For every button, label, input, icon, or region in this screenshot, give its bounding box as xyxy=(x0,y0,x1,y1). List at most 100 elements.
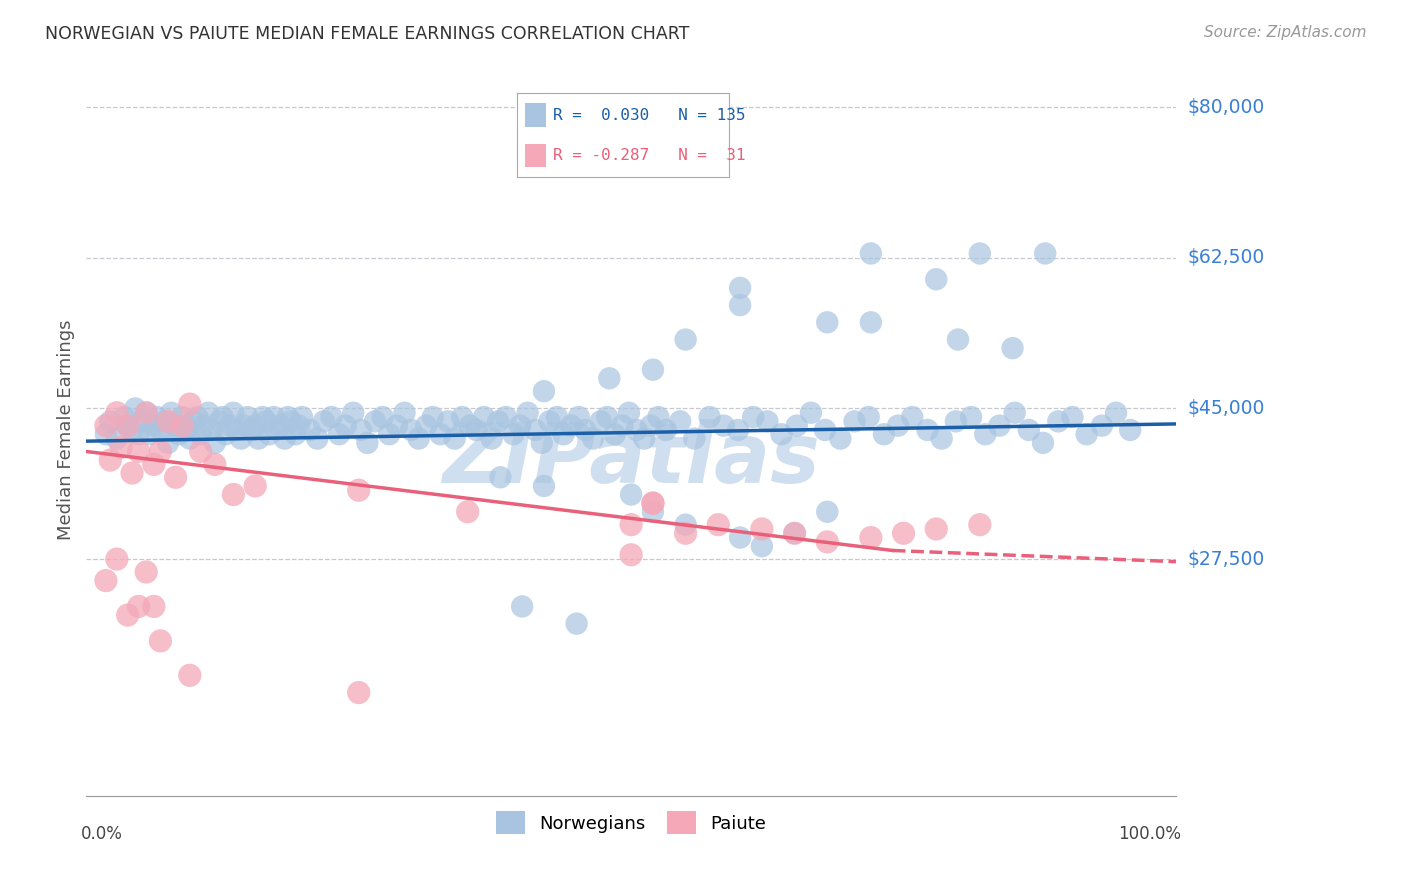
Point xyxy=(974,427,997,442)
Point xyxy=(647,410,669,425)
Point xyxy=(190,444,212,458)
Point xyxy=(128,599,150,614)
Point xyxy=(565,616,588,631)
Text: 100.0%: 100.0% xyxy=(1118,825,1181,843)
Point xyxy=(683,432,706,446)
Point xyxy=(786,418,808,433)
Point xyxy=(699,410,721,425)
Point xyxy=(245,418,267,433)
Point xyxy=(437,414,460,428)
Point xyxy=(408,432,430,446)
Point xyxy=(117,608,139,623)
Point xyxy=(117,418,139,433)
Point xyxy=(98,453,121,467)
Point xyxy=(472,410,495,425)
Point xyxy=(149,633,172,648)
Point xyxy=(873,427,896,442)
Point xyxy=(385,418,408,433)
Point xyxy=(533,479,555,493)
Point xyxy=(277,410,299,425)
Point xyxy=(157,414,180,428)
Point xyxy=(538,414,561,428)
Point xyxy=(560,418,582,433)
Point xyxy=(1047,414,1070,428)
Point xyxy=(160,406,183,420)
Point xyxy=(582,432,605,446)
Point xyxy=(266,423,288,437)
Point xyxy=(415,418,437,433)
Point xyxy=(596,410,619,425)
Point xyxy=(641,496,664,510)
Point xyxy=(917,423,939,437)
Point xyxy=(165,418,187,433)
Point xyxy=(893,526,915,541)
Point xyxy=(399,423,422,437)
Point xyxy=(378,427,401,442)
Point xyxy=(208,414,231,428)
Point xyxy=(481,432,503,446)
Point xyxy=(640,418,662,433)
Point xyxy=(124,401,146,416)
Point xyxy=(135,565,157,579)
Point xyxy=(641,362,664,376)
Point xyxy=(458,418,481,433)
Point xyxy=(859,246,882,260)
Point xyxy=(307,432,329,446)
Point xyxy=(128,444,150,458)
Point xyxy=(429,427,451,442)
Point xyxy=(620,517,643,532)
Point xyxy=(179,397,201,411)
Point xyxy=(783,526,806,541)
Point xyxy=(641,505,664,519)
Point xyxy=(121,423,143,437)
Point xyxy=(620,487,643,501)
Point xyxy=(815,534,838,549)
Point xyxy=(707,517,730,532)
Point xyxy=(222,406,245,420)
Point xyxy=(335,418,357,433)
Point xyxy=(138,427,160,442)
Point xyxy=(149,444,172,458)
Point xyxy=(1062,410,1084,425)
Point xyxy=(859,315,882,329)
Point xyxy=(1033,246,1056,260)
Point xyxy=(167,427,190,442)
Point xyxy=(394,406,416,420)
Point xyxy=(105,432,128,446)
Point xyxy=(568,410,591,425)
Point xyxy=(94,574,117,588)
Point xyxy=(626,423,648,437)
Point xyxy=(931,432,953,446)
Point xyxy=(756,414,779,428)
Point xyxy=(222,487,245,501)
Point xyxy=(574,423,596,437)
Text: 0.0%: 0.0% xyxy=(80,825,122,843)
Point xyxy=(172,418,194,433)
Point xyxy=(176,423,198,437)
Point xyxy=(190,427,212,442)
Point xyxy=(925,272,948,286)
Point xyxy=(105,552,128,566)
Point xyxy=(157,435,180,450)
Point xyxy=(204,458,226,472)
Point xyxy=(193,418,215,433)
Text: $27,500: $27,500 xyxy=(1187,549,1264,568)
Point xyxy=(142,458,165,472)
Text: ZIPatlas: ZIPatlas xyxy=(443,418,820,500)
Point xyxy=(132,414,155,428)
Point xyxy=(1105,406,1128,420)
Point xyxy=(457,505,479,519)
Point xyxy=(742,410,765,425)
Point xyxy=(236,410,259,425)
Point xyxy=(252,410,274,425)
Point xyxy=(240,423,263,437)
Point xyxy=(179,668,201,682)
Point xyxy=(655,423,678,437)
Point xyxy=(945,414,967,428)
Point xyxy=(211,410,233,425)
Point xyxy=(347,483,370,498)
Point xyxy=(546,410,568,425)
Point xyxy=(502,427,524,442)
Text: $80,000: $80,000 xyxy=(1187,97,1264,117)
Point xyxy=(770,427,793,442)
